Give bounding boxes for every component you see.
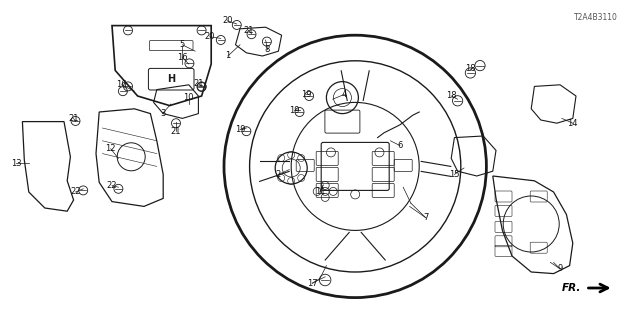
- Text: 8: 8: [265, 45, 270, 54]
- Text: 1: 1: [225, 52, 230, 60]
- Text: 20: 20: [205, 32, 215, 41]
- Text: 9: 9: [557, 264, 563, 273]
- Text: 2: 2: [276, 170, 281, 179]
- Text: 19: 19: [301, 90, 311, 99]
- Text: 21: 21: [193, 79, 204, 88]
- Text: 14: 14: [568, 119, 578, 128]
- Text: 21: 21: [68, 114, 79, 123]
- Text: 12: 12: [106, 144, 116, 153]
- Text: FR.: FR.: [562, 283, 582, 293]
- Text: 17: 17: [307, 279, 317, 288]
- Text: 16: 16: [177, 53, 188, 62]
- Text: 16: 16: [116, 80, 127, 89]
- Text: 6: 6: [397, 141, 403, 150]
- Text: 3: 3: [160, 109, 165, 118]
- Text: 4: 4: [342, 90, 347, 99]
- Text: 18: 18: [446, 92, 456, 100]
- Text: 15: 15: [449, 170, 460, 179]
- Text: 22: 22: [70, 188, 81, 196]
- Text: 11: 11: [315, 188, 325, 196]
- Text: T2A4B3110: T2A4B3110: [573, 13, 618, 22]
- Text: 22: 22: [107, 181, 117, 190]
- Text: 20: 20: [222, 16, 232, 25]
- Text: 19: 19: [235, 125, 245, 134]
- Text: 10: 10: [184, 93, 194, 102]
- Text: 5: 5: [180, 40, 185, 49]
- Text: 21: 21: [243, 26, 253, 35]
- Text: 21: 21: [171, 127, 181, 136]
- Text: H: H: [167, 74, 175, 84]
- Text: 19: 19: [289, 106, 300, 115]
- Text: 13: 13: [11, 159, 21, 168]
- Text: 7: 7: [423, 213, 428, 222]
- Text: 18: 18: [465, 64, 476, 73]
